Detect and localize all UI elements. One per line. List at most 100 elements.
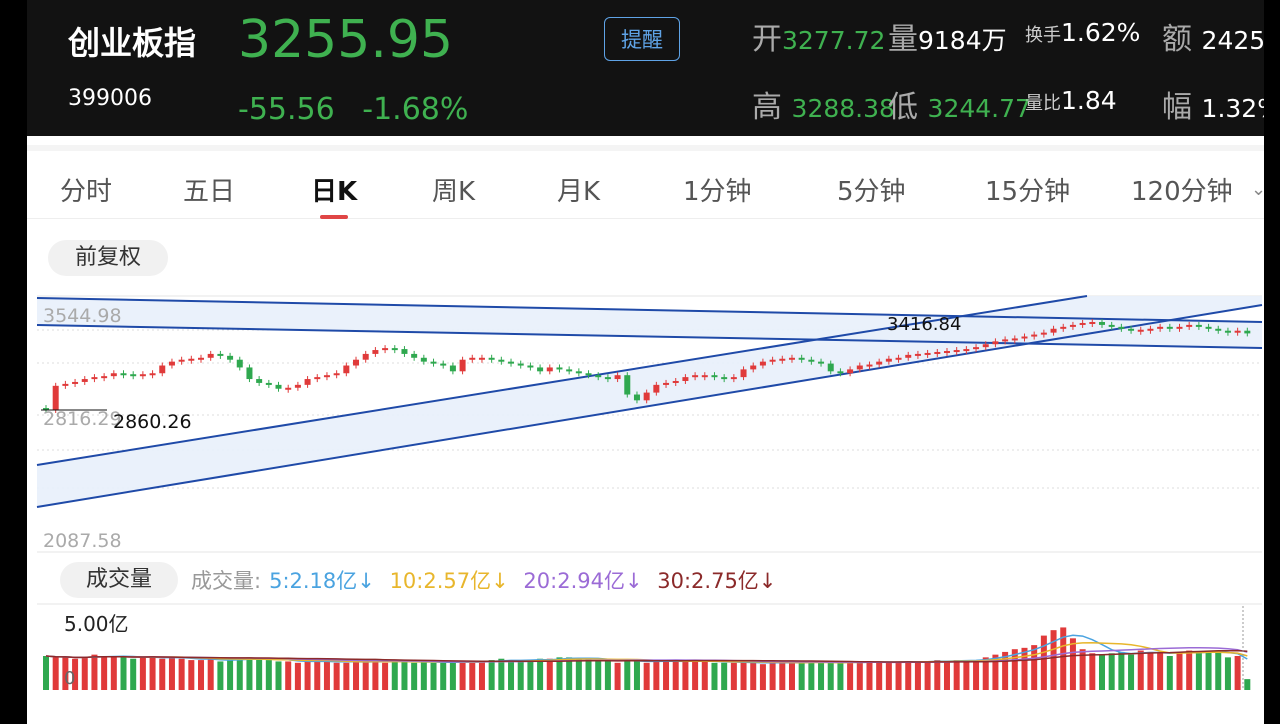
volume-bar <box>159 658 166 690</box>
ma20-legend: 20:2.94亿↓ <box>523 569 643 593</box>
candle-body <box>130 374 137 377</box>
low-stat: 低 3244.77 <box>888 82 1031 126</box>
volume-bar <box>585 658 592 690</box>
volume-bar <box>808 661 815 690</box>
candle-body <box>1069 324 1076 327</box>
candle-body <box>556 367 563 370</box>
tab-intraday[interactable]: 分时 <box>60 177 113 207</box>
volume-bar <box>1031 645 1038 690</box>
volume-bar <box>207 658 214 690</box>
volume-bar <box>246 657 253 690</box>
candle-body <box>1118 326 1125 329</box>
candle-body <box>420 357 427 362</box>
open-stat: 开3277.72 <box>752 14 885 58</box>
candle-body <box>353 359 360 366</box>
volume-indicator-toggle[interactable]: 成交量 <box>60 562 178 598</box>
candle-body <box>653 384 660 393</box>
volume-bar <box>256 658 263 690</box>
volume-bar <box>508 660 515 690</box>
candle-body <box>1215 328 1222 331</box>
tab-120min[interactable]: 120分钟 <box>1131 177 1233 207</box>
tab-1min[interactable]: 1分钟 <box>683 177 752 207</box>
volume-bar <box>52 657 59 690</box>
volume-bar <box>595 660 602 690</box>
volume-bar <box>556 657 563 690</box>
volume-bar <box>430 662 437 690</box>
kline-chart[interactable]: 3544.98 2816.29 2087.58 3416.84 2860.26 5.0… <box>27 0 1264 724</box>
volume-bar <box>721 662 728 690</box>
candle-body <box>362 353 369 360</box>
volume-bar <box>905 661 912 690</box>
volume-bar <box>411 662 418 690</box>
volume-bar <box>1224 657 1231 690</box>
candle-body <box>633 394 640 401</box>
candle-body <box>943 351 950 354</box>
volume-bar <box>188 660 195 690</box>
volume-bar <box>798 662 805 690</box>
candle-body <box>566 369 573 372</box>
volume-label: 量 <box>888 22 918 57</box>
chevron-down-icon[interactable]: ⌄ <box>1251 179 1264 200</box>
volume-bar <box>1118 651 1125 690</box>
volume-bar <box>750 662 757 690</box>
candle-body <box>721 377 728 380</box>
candle-body <box>895 357 902 360</box>
candle-body <box>43 408 50 411</box>
candle-body <box>508 361 515 364</box>
tab-five-day[interactable]: 五日 <box>183 177 236 207</box>
volume-bar <box>275 661 282 690</box>
volume-bar <box>779 662 786 690</box>
candle-body <box>217 353 224 356</box>
candle-body <box>1050 328 1057 333</box>
tab-15min[interactable]: 15分钟 <box>985 177 1071 207</box>
candle-body <box>101 376 108 379</box>
tab-5min[interactable]: 5分钟 <box>837 177 906 207</box>
adjust-toggle[interactable]: 前复权 <box>48 240 168 276</box>
candle-body <box>256 379 263 383</box>
volume-bar <box>294 662 301 690</box>
channel-fill <box>37 296 1262 507</box>
candle-body <box>798 357 805 360</box>
candle-body <box>614 375 621 380</box>
volume-bar <box>517 661 524 690</box>
turnover-value: 1.62% <box>1061 18 1141 47</box>
candle-body <box>178 359 185 362</box>
volume-bar <box>633 660 640 690</box>
volume-bar <box>459 662 466 690</box>
volume-bar <box>43 656 50 690</box>
alert-button[interactable]: 提醒 <box>604 17 680 61</box>
price-change: -55.56 -1.68% <box>238 92 486 127</box>
volume-ma-lines <box>45 606 1248 690</box>
amplitude-value: 1.32% <box>1201 94 1264 123</box>
volume-bar <box>168 657 175 690</box>
tab-monthly-k[interactable]: 月K <box>557 177 601 207</box>
volume-bar <box>1079 649 1086 690</box>
candle-body <box>759 361 766 366</box>
candle-body <box>1089 322 1096 324</box>
volume-bar <box>895 661 902 690</box>
candle-body <box>488 357 495 360</box>
candle-body <box>304 379 311 385</box>
volume-bar <box>943 661 950 690</box>
volume-bar <box>498 658 505 690</box>
candle-body <box>372 350 379 354</box>
amount-value: 2425 <box>1201 26 1264 55</box>
vol-ratio-value: 1.84 <box>1061 86 1117 115</box>
open-value: 3277.72 <box>782 26 886 55</box>
candle-body <box>265 382 272 385</box>
candle-body <box>788 357 795 360</box>
turnover-stat: 换手1.62% <box>1025 14 1140 49</box>
volume-bar <box>1060 627 1067 690</box>
candle-body <box>517 363 524 366</box>
volume-bar <box>149 656 156 690</box>
high-value: 3288.38 <box>791 94 895 123</box>
candle-body <box>914 353 921 356</box>
tab-daily-k[interactable]: 日K <box>311 177 358 207</box>
candle-body <box>692 375 699 378</box>
volume-bar <box>1234 656 1241 690</box>
volume-bar <box>391 661 398 690</box>
volume-bar <box>217 661 224 690</box>
tab-weekly-k[interactable]: 周K <box>432 177 476 207</box>
volume-bar <box>343 662 350 690</box>
left-border <box>0 0 27 724</box>
